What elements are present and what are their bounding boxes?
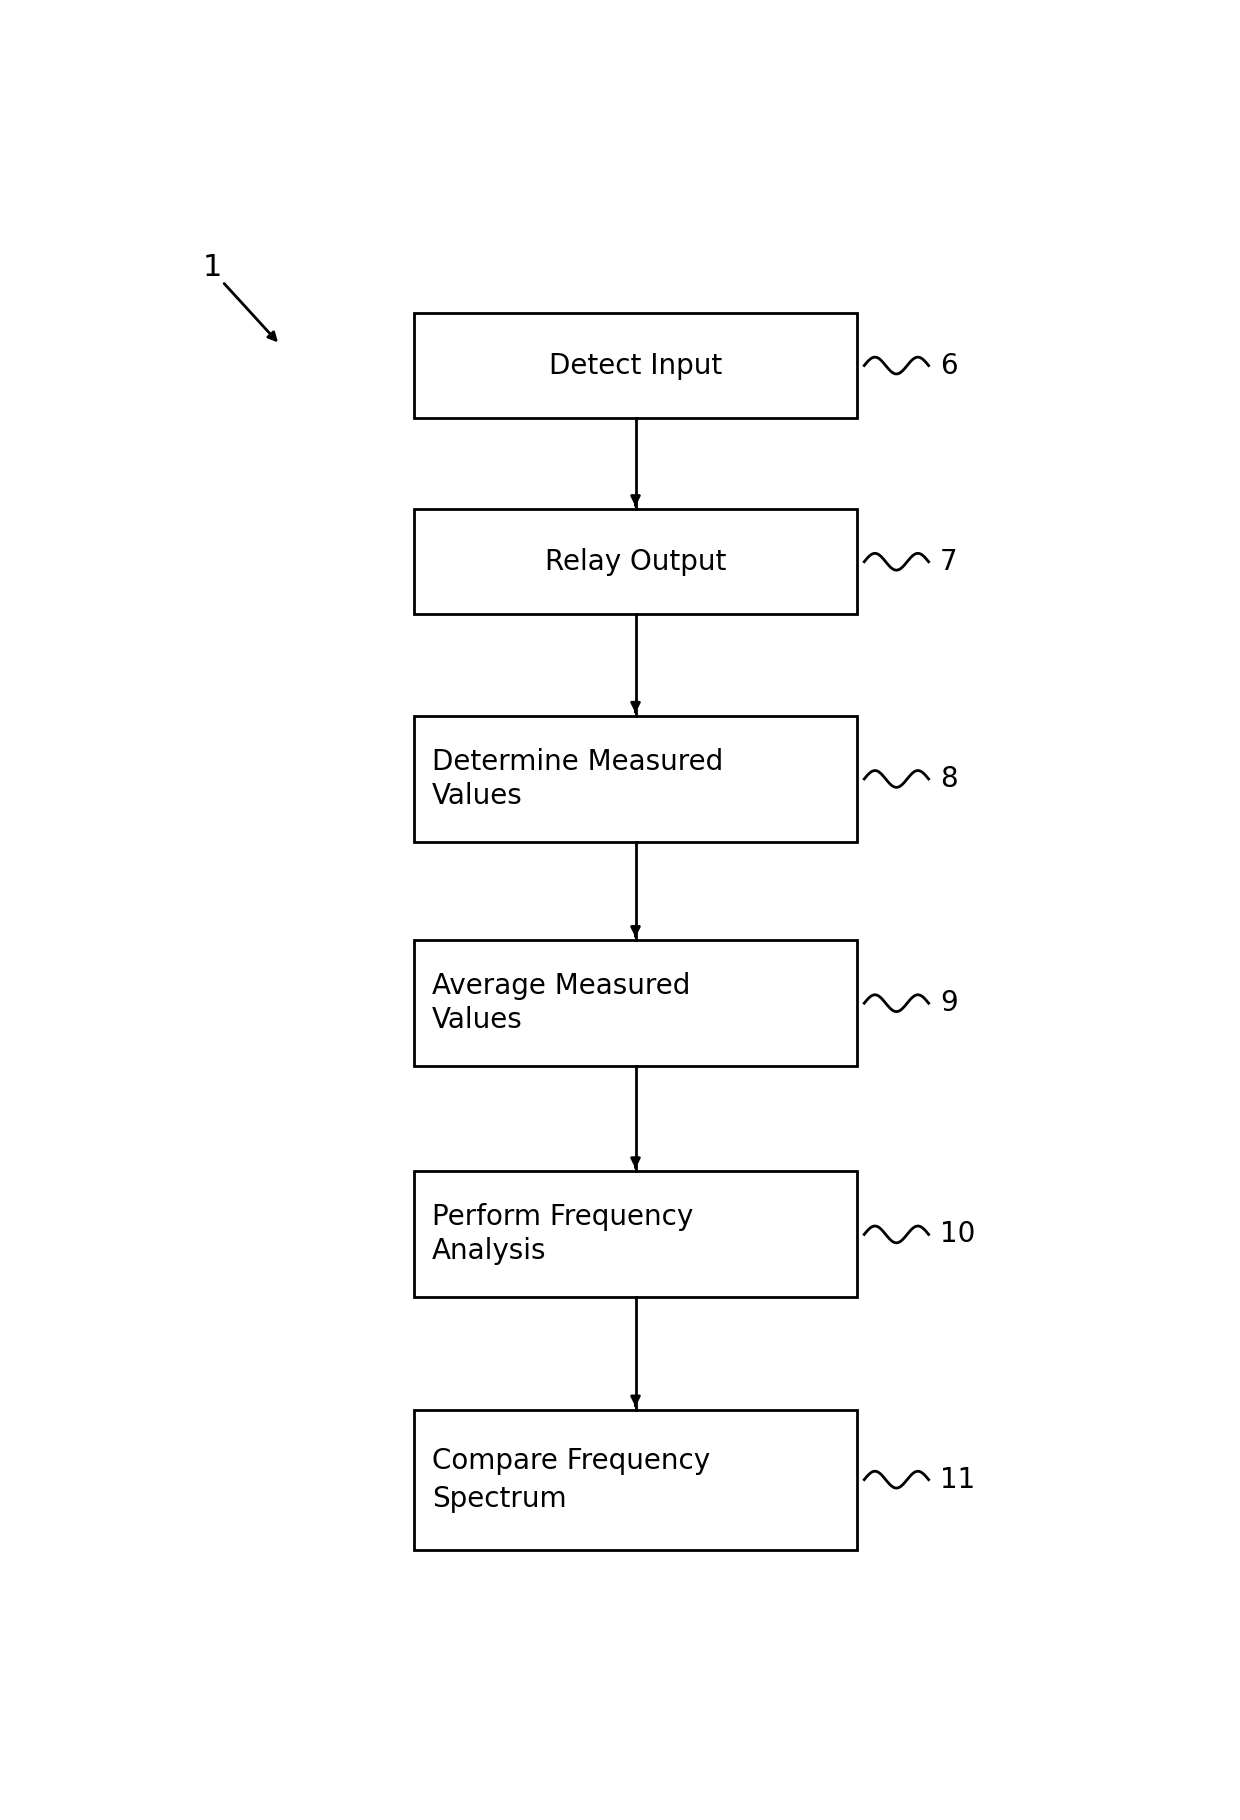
Text: Analysis: Analysis <box>432 1238 547 1265</box>
Text: Determine Measured: Determine Measured <box>432 748 723 775</box>
Text: 10: 10 <box>940 1221 976 1249</box>
Text: Values: Values <box>432 1006 522 1034</box>
Text: 9: 9 <box>940 990 957 1017</box>
Text: Values: Values <box>432 783 522 810</box>
Text: 6: 6 <box>940 351 957 380</box>
Text: 11: 11 <box>940 1465 976 1494</box>
Bar <box>414 313 857 419</box>
Text: Relay Output: Relay Output <box>544 548 727 575</box>
Bar <box>414 941 857 1067</box>
Text: Compare Frequency: Compare Frequency <box>432 1447 709 1474</box>
Text: Spectrum: Spectrum <box>432 1485 567 1512</box>
Text: 1: 1 <box>203 253 222 282</box>
Bar <box>414 510 857 615</box>
Text: 7: 7 <box>940 548 957 575</box>
Text: Perform Frequency: Perform Frequency <box>432 1203 693 1232</box>
Bar <box>414 1172 857 1298</box>
Text: 8: 8 <box>940 764 957 794</box>
Bar <box>414 1409 857 1551</box>
Text: Average Measured: Average Measured <box>432 972 691 1001</box>
Bar <box>414 715 857 843</box>
Text: Detect Input: Detect Input <box>549 351 722 380</box>
